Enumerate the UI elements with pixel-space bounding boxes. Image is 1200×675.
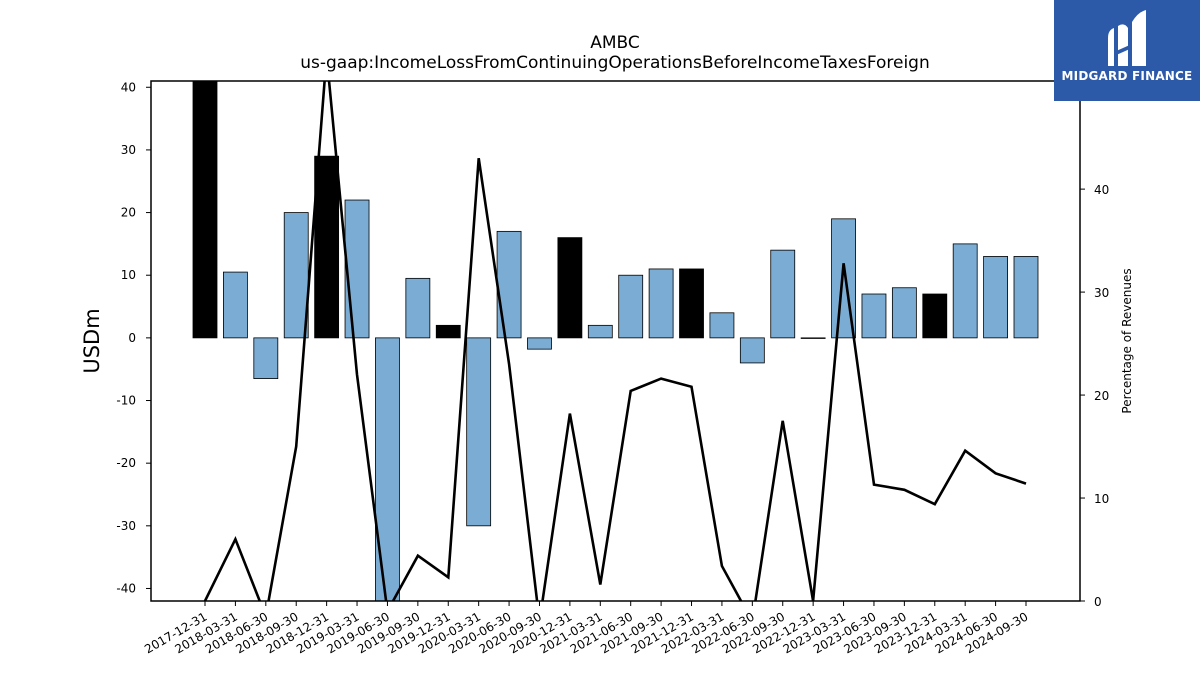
bar [283,212,309,339]
y2-axis-label: Percentage of Revenues [1120,268,1134,413]
bar [405,277,431,339]
plot-frame [150,80,1081,602]
y-tick-label: 0 [128,331,136,345]
y-tick-label: 20 [121,206,136,220]
bar-series [192,81,1039,601]
logo-mark-icon [1108,10,1146,66]
y-axis-left: -40 -30 -20 -10 0 10 20 30 40 [116,80,151,595]
y-tick-label: 10 [121,268,136,282]
bar [922,293,948,339]
bar [253,337,279,379]
bar [527,337,552,350]
bar [770,249,796,339]
y-axis-label: USDm [80,308,104,373]
brand-name: MIDGARD FINANCE [1061,69,1193,83]
x-axis: 2017-12-312018-03-312018-06-302018-09-30… [142,601,1031,656]
bar [618,274,644,339]
brand-logo: MIDGARD FINANCE [1054,0,1200,101]
bar [952,243,978,339]
y-tick-label: -30 [116,519,136,533]
chart-title: AMBC [590,33,640,53]
bar [223,271,248,339]
bar [192,81,218,339]
y-tick-label: -40 [116,581,136,595]
bar [739,337,765,364]
bar [496,230,522,339]
y-tick-label: -10 [116,394,136,408]
y-tick-label: 40 [121,80,136,94]
y2-tick-label: 40 [1094,183,1109,197]
bar [587,324,613,339]
bar [891,287,917,339]
bar [466,337,492,527]
y2-tick-label: 30 [1094,286,1109,300]
bar [983,256,1008,339]
bar [314,155,340,339]
bar [709,312,735,339]
bar [861,293,887,339]
bar [375,337,400,601]
bar [679,268,704,339]
bar [344,199,370,339]
bar [1013,256,1039,339]
line-path [203,81,1027,601]
y2-tick-label: 20 [1094,389,1109,403]
y2-tick-label: 10 [1094,492,1109,506]
bar [435,324,461,339]
bar [557,237,583,339]
bar [800,337,826,339]
line-series [203,81,1027,601]
y-axis-right: 01020304050 [1080,80,1109,609]
y-tick-label: 30 [121,143,136,157]
chart-subtitle: us-gaap:IncomeLossFromContinuingOperatio… [300,53,930,73]
bar [648,268,674,339]
y-tick-label: -20 [116,456,136,470]
y2-tick-label: 0 [1094,595,1102,609]
